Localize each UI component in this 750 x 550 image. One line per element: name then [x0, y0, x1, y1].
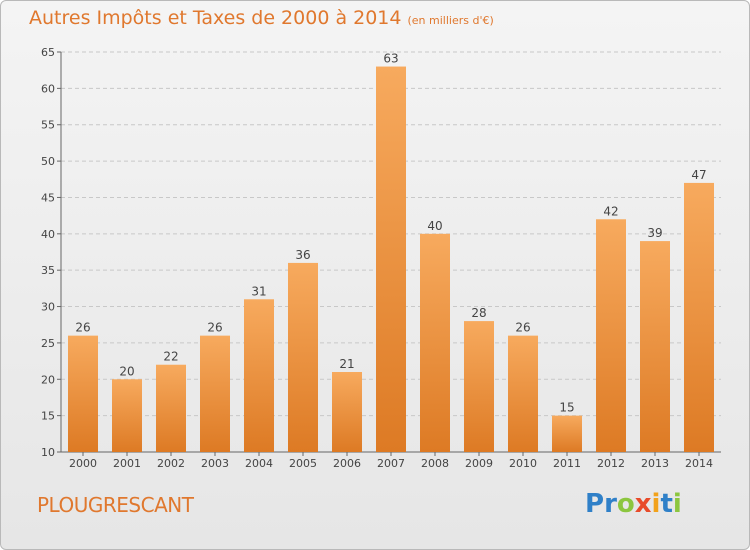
value-label-2009: 28	[471, 306, 486, 320]
logo-letter: i	[651, 489, 661, 519]
x-tick-label-2009: 2009	[465, 457, 493, 470]
x-tick-label-2002: 2002	[157, 457, 185, 470]
x-tick-label-2004: 2004	[245, 457, 273, 470]
logo-letter: r	[604, 489, 617, 519]
x-tick-label-2012: 2012	[597, 457, 625, 470]
value-label-2004: 31	[251, 284, 266, 298]
commune-name: PLOUGRESCANT	[37, 493, 194, 517]
x-tick-label-2003: 2003	[201, 457, 229, 470]
y-tick-label: 50	[41, 155, 55, 168]
logo-letter: x	[634, 489, 652, 519]
bar-2005	[288, 262, 318, 452]
bar-2009	[464, 321, 494, 452]
x-tick-label-2011: 2011	[553, 457, 581, 470]
bar-2002	[156, 364, 186, 452]
bar-2008	[420, 233, 450, 452]
x-tick-label-2008: 2008	[421, 457, 449, 470]
bar-2004	[244, 299, 274, 452]
x-tick-label-2014: 2014	[685, 457, 713, 470]
bars	[68, 66, 714, 452]
bar-2001	[112, 379, 142, 452]
y-tick-label: 25	[41, 337, 55, 350]
y-tick-label: 20	[41, 373, 55, 386]
chart-title-text: Autres Impôts et Taxes de 2000 à 2014	[29, 7, 402, 29]
logo-letter: P	[585, 489, 605, 519]
value-label-2002: 22	[163, 350, 178, 364]
value-label-2012: 42	[603, 204, 618, 218]
y-tick-label: 65	[41, 46, 55, 59]
value-label-2008: 40	[427, 219, 442, 233]
x-tick-label-2007: 2007	[377, 457, 405, 470]
y-tick-label: 15	[41, 410, 55, 423]
logo-letter: t	[660, 489, 673, 519]
value-label-2013: 39	[647, 226, 662, 240]
value-label-2005: 36	[295, 248, 310, 262]
logo-letter: o	[616, 489, 635, 519]
value-label-2010: 26	[515, 321, 530, 335]
x-tick-label-2013: 2013	[641, 457, 669, 470]
value-label-2003: 26	[207, 321, 222, 335]
x-tick-label-2000: 2000	[69, 457, 97, 470]
x-tick-label-2005: 2005	[289, 457, 317, 470]
y-tick-label: 40	[41, 228, 55, 241]
y-tick-label: 10	[41, 446, 55, 459]
value-label-2001: 20	[119, 364, 134, 378]
value-label-2011: 15	[559, 401, 574, 415]
logo-letter: i	[672, 489, 682, 519]
y-tick-label: 45	[41, 191, 55, 204]
x-tick-label-2001: 2001	[113, 457, 141, 470]
bar-2012	[596, 219, 626, 452]
chart-title: Autres Impôts et Taxes de 2000 à 2014 (en…	[29, 7, 494, 29]
bar-2014	[684, 182, 714, 452]
proxiti-logo: Proxiti	[585, 489, 682, 519]
bar-2003	[200, 335, 230, 452]
chart-subtitle: (en milliers d'€)	[407, 14, 494, 27]
y-tick-label: 55	[41, 119, 55, 132]
bar-2013	[640, 241, 670, 452]
x-tick-label-2010: 2010	[509, 457, 537, 470]
labels: 26 20 22 26 31 36 21 63 40 28 26 15 42 39 47	[75, 52, 706, 415]
value-label-2006: 21	[339, 357, 354, 371]
bar-2006	[332, 372, 362, 452]
bar-2000	[68, 335, 98, 452]
y-tick-label: 35	[41, 264, 55, 277]
value-label-2014: 47	[691, 168, 706, 182]
value-label-2007: 63	[383, 52, 398, 66]
value-label-2000: 26	[75, 321, 90, 335]
bar-2011	[552, 415, 582, 452]
bar-2010	[508, 335, 538, 452]
y-tick-label: 60	[41, 82, 55, 95]
bar-2007	[376, 66, 406, 452]
x-tick-label-2006: 2006	[333, 457, 361, 470]
y-tick-label: 30	[41, 301, 55, 314]
